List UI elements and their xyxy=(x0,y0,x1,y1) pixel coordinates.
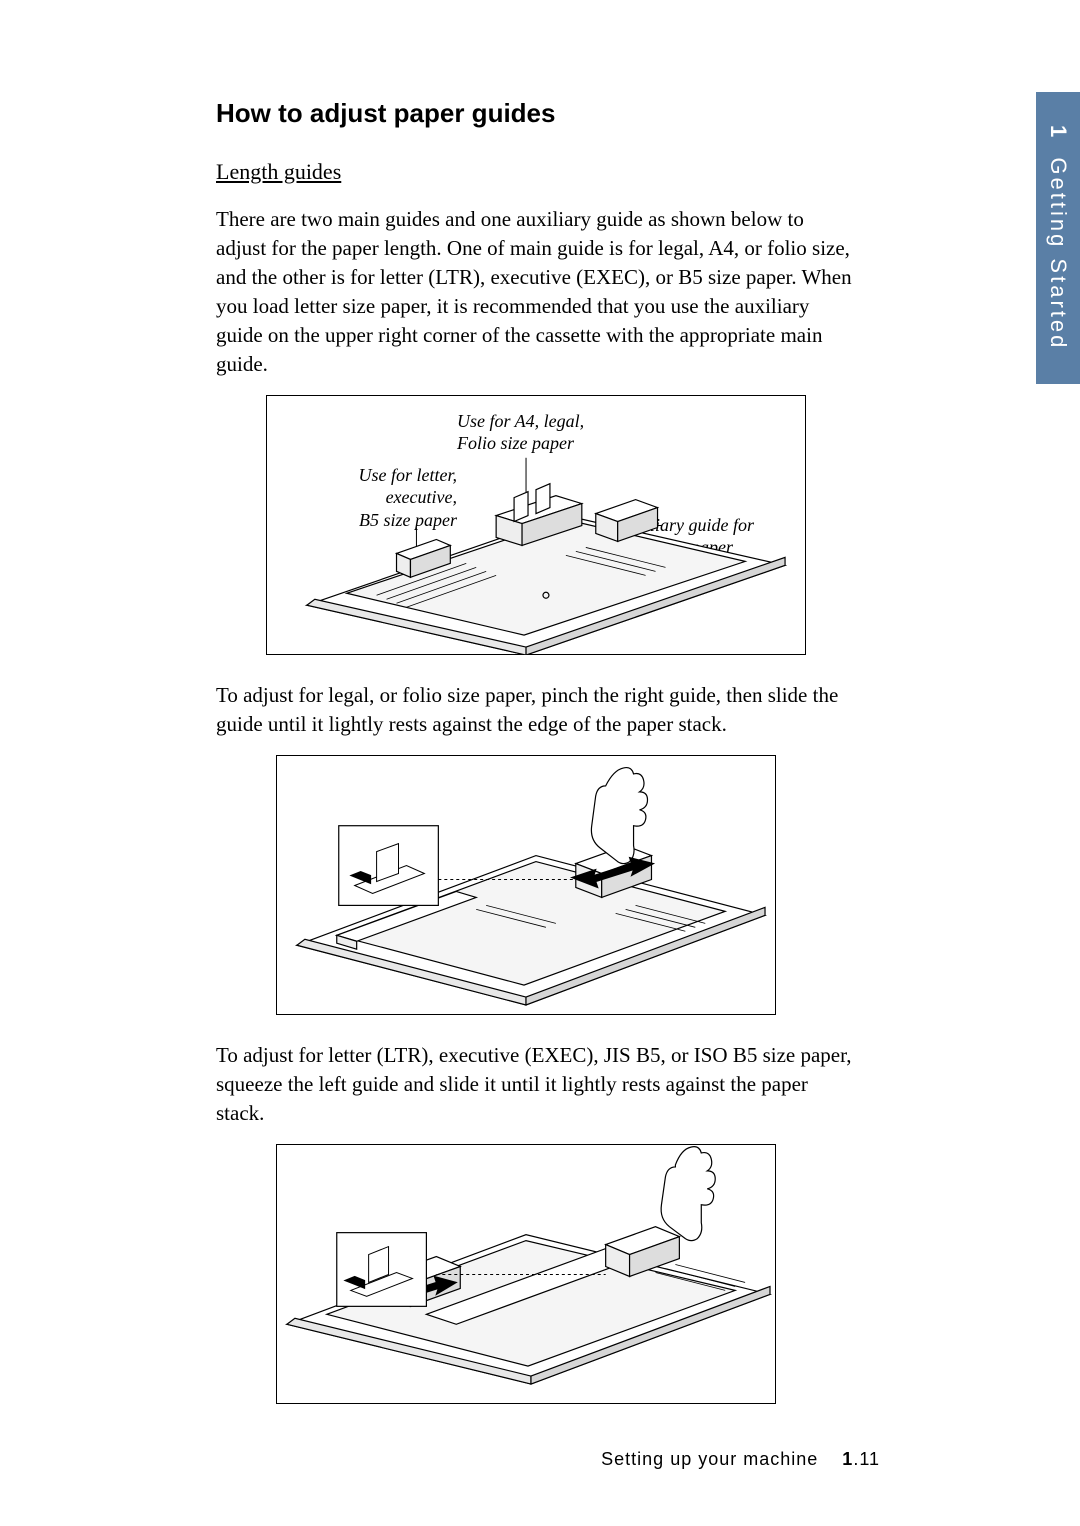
paragraph-2: To adjust for legal, or folio size paper… xyxy=(216,681,856,739)
paragraph-1: There are two main guides and one auxili… xyxy=(216,205,856,379)
page-footer: Setting up your machine 1.11 xyxy=(0,1449,1080,1470)
figure-3-svg xyxy=(277,1145,775,1404)
figure-3 xyxy=(276,1144,776,1404)
footer-chapter: 1 xyxy=(842,1449,853,1469)
section-heading: How to adjust paper guides xyxy=(216,98,856,129)
paragraph-3: To adjust for letter (LTR), executive (E… xyxy=(216,1041,856,1128)
chapter-tab: 1 Getting Started xyxy=(1036,92,1080,384)
figure-1-svg xyxy=(267,396,805,655)
chapter-title: Getting Started xyxy=(1046,158,1071,351)
figure-1: Use for A4, legal,Folio size paper Use f… xyxy=(266,395,806,655)
subsection-heading: Length guides xyxy=(216,159,856,185)
figure-2 xyxy=(276,755,776,1015)
figure-2-svg xyxy=(277,756,775,1015)
footer-section: Setting up your machine xyxy=(601,1449,818,1469)
chapter-tab-text: 1 Getting Started xyxy=(1045,125,1071,350)
chapter-number: 1 xyxy=(1046,125,1071,140)
page-content: How to adjust paper guides Length guides… xyxy=(216,98,856,1430)
footer-page: .11 xyxy=(853,1449,880,1469)
